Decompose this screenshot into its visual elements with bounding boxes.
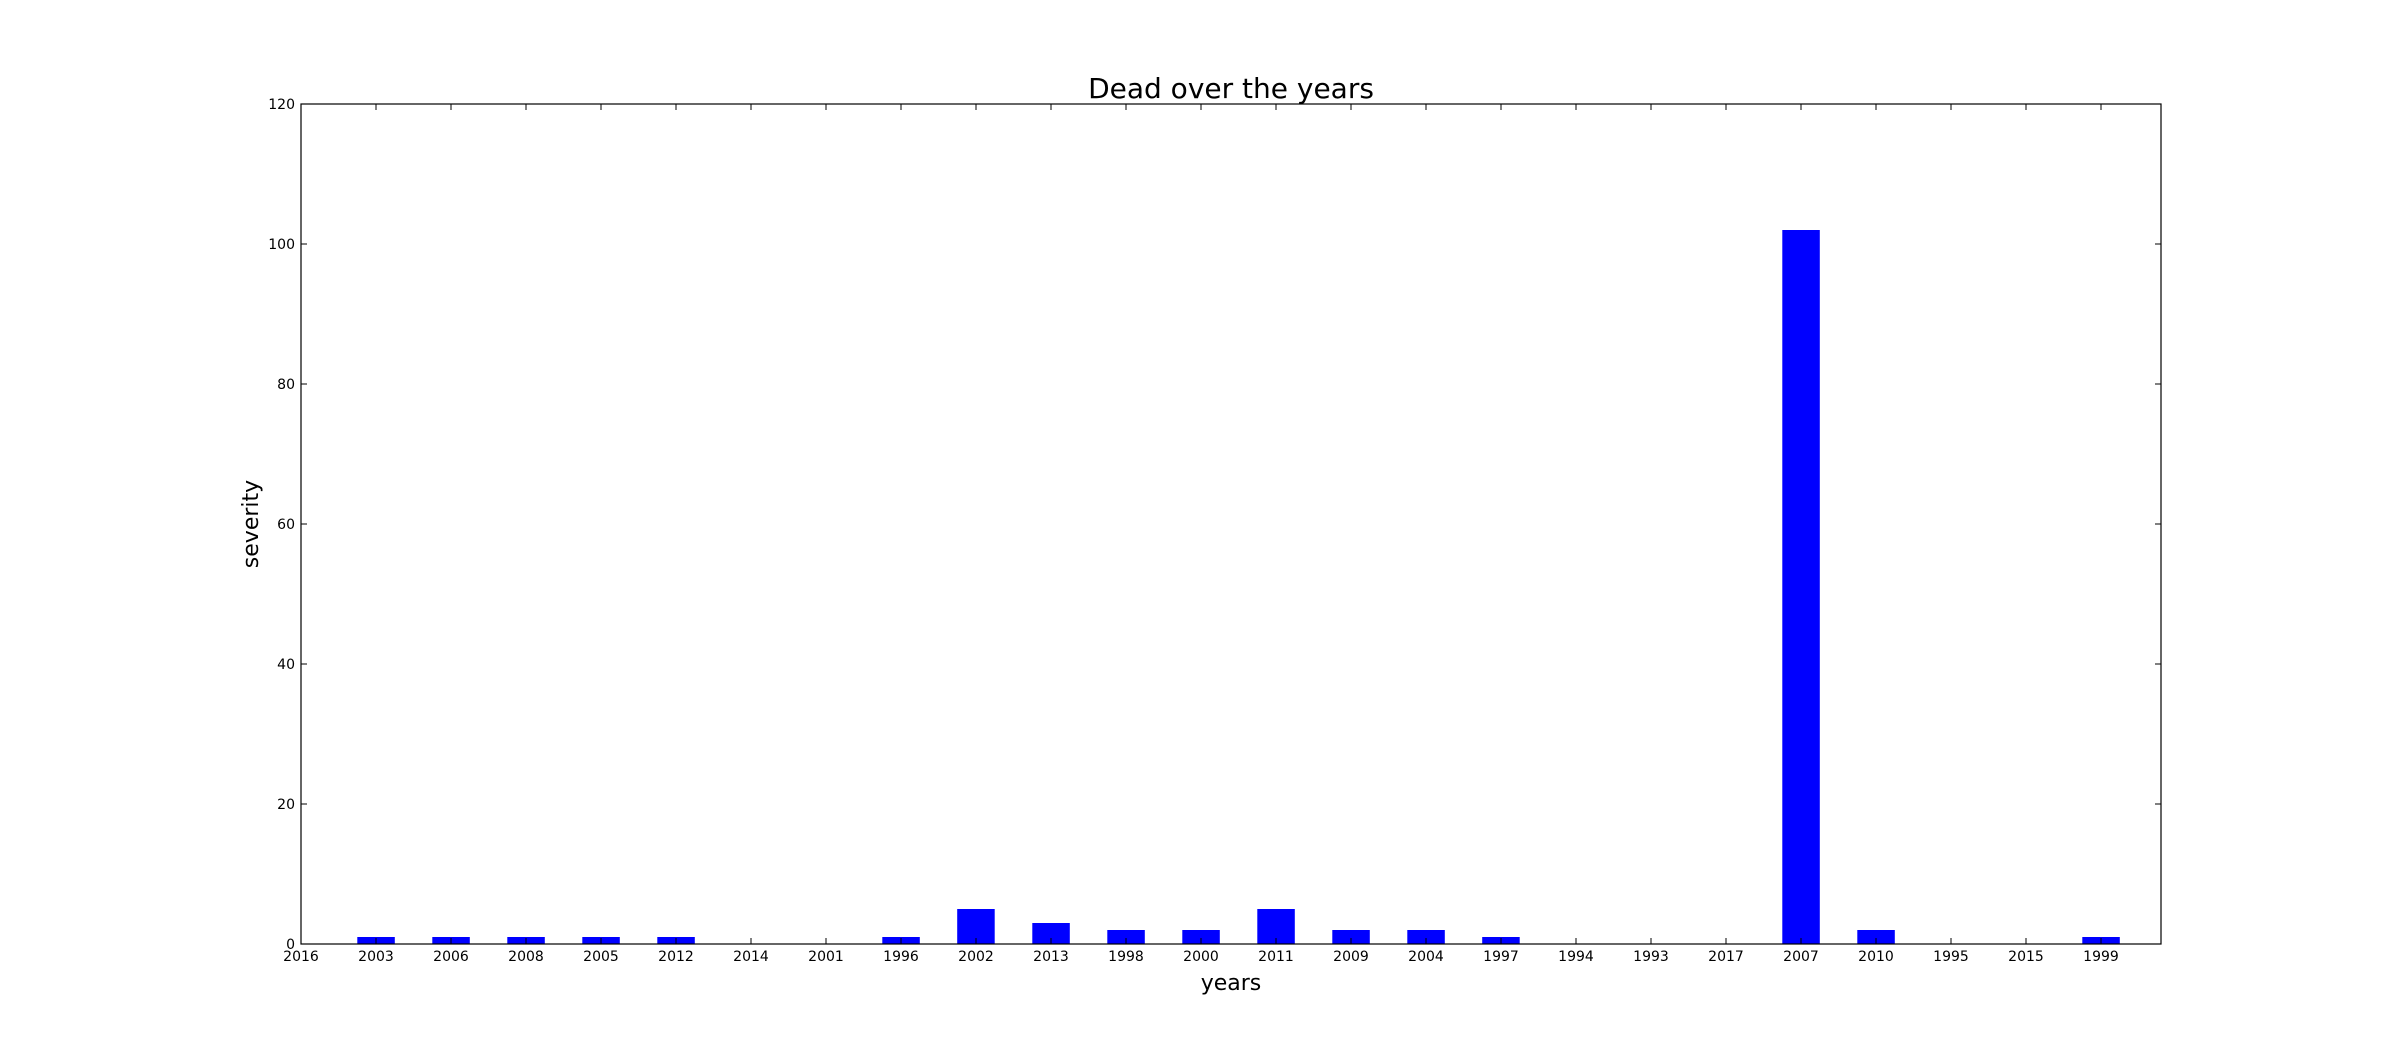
chart-title: Dead over the years: [1088, 72, 1374, 105]
bar-2000: [1182, 930, 1220, 944]
bar-1998: [1107, 930, 1145, 944]
y-tick-label: 20: [277, 797, 295, 813]
x-tick-label: 2012: [658, 949, 694, 965]
x-tick-label: 1996: [883, 949, 919, 965]
x-tick-label: 2005: [583, 949, 619, 965]
y-axis-ticks: 0 20 40 60 80 100 120: [268, 97, 2161, 953]
x-tick-label: 2011: [1258, 949, 1294, 965]
x-tick-label: 1999: [2083, 949, 2119, 965]
x-tick-label: 2013: [1033, 949, 1069, 965]
plot-area: [301, 104, 2161, 944]
x-tick-label: 2004: [1408, 949, 1444, 965]
x-tick-label: 2007: [1783, 949, 1819, 965]
x-tick-label: 2008: [508, 949, 544, 965]
x-tick-label: 2001: [808, 949, 844, 965]
y-axis-label: severity: [239, 480, 264, 568]
bar-2013: [1032, 923, 1070, 944]
y-tick-label: 80: [277, 377, 295, 393]
y-tick-label: 100: [268, 237, 295, 253]
x-tick-label: 2017: [1708, 949, 1744, 965]
x-tick-label: 2016: [283, 949, 319, 965]
x-tick-label: 1993: [1633, 949, 1669, 965]
x-tick-label: 1997: [1483, 949, 1519, 965]
x-tick-label: 2003: [358, 949, 394, 965]
x-tick-label: 1998: [1108, 949, 1144, 965]
y-tick-label: 40: [277, 657, 295, 673]
x-tick-label: 2015: [2008, 949, 2044, 965]
x-tick-label: 1994: [1558, 949, 1594, 965]
x-axis-label: years: [1201, 971, 1262, 996]
x-tick-label: 2010: [1858, 949, 1894, 965]
bar-2007: [1782, 230, 1820, 944]
x-tick-label: 2009: [1333, 949, 1369, 965]
x-tick-label: 2014: [733, 949, 769, 965]
y-tick-label: 120: [268, 97, 295, 113]
bar-2010: [1857, 930, 1895, 944]
bar-2009: [1332, 930, 1370, 944]
x-axis-ticks: 2016 2003 2006 2008 2005 2012 2014 2001 1996 2002…: [283, 104, 2119, 965]
bar-2004: [1407, 930, 1445, 944]
x-tick-label: 1995: [1933, 949, 1969, 965]
x-tick-label: 2000: [1183, 949, 1219, 965]
x-tick-label: 2002: [958, 949, 994, 965]
y-tick-label: 60: [277, 517, 295, 533]
y-tick-label: 0: [286, 937, 295, 953]
bars-group: [357, 230, 2120, 944]
x-tick-label: 2006: [433, 949, 469, 965]
plot-frame: [300, 103, 2162, 945]
